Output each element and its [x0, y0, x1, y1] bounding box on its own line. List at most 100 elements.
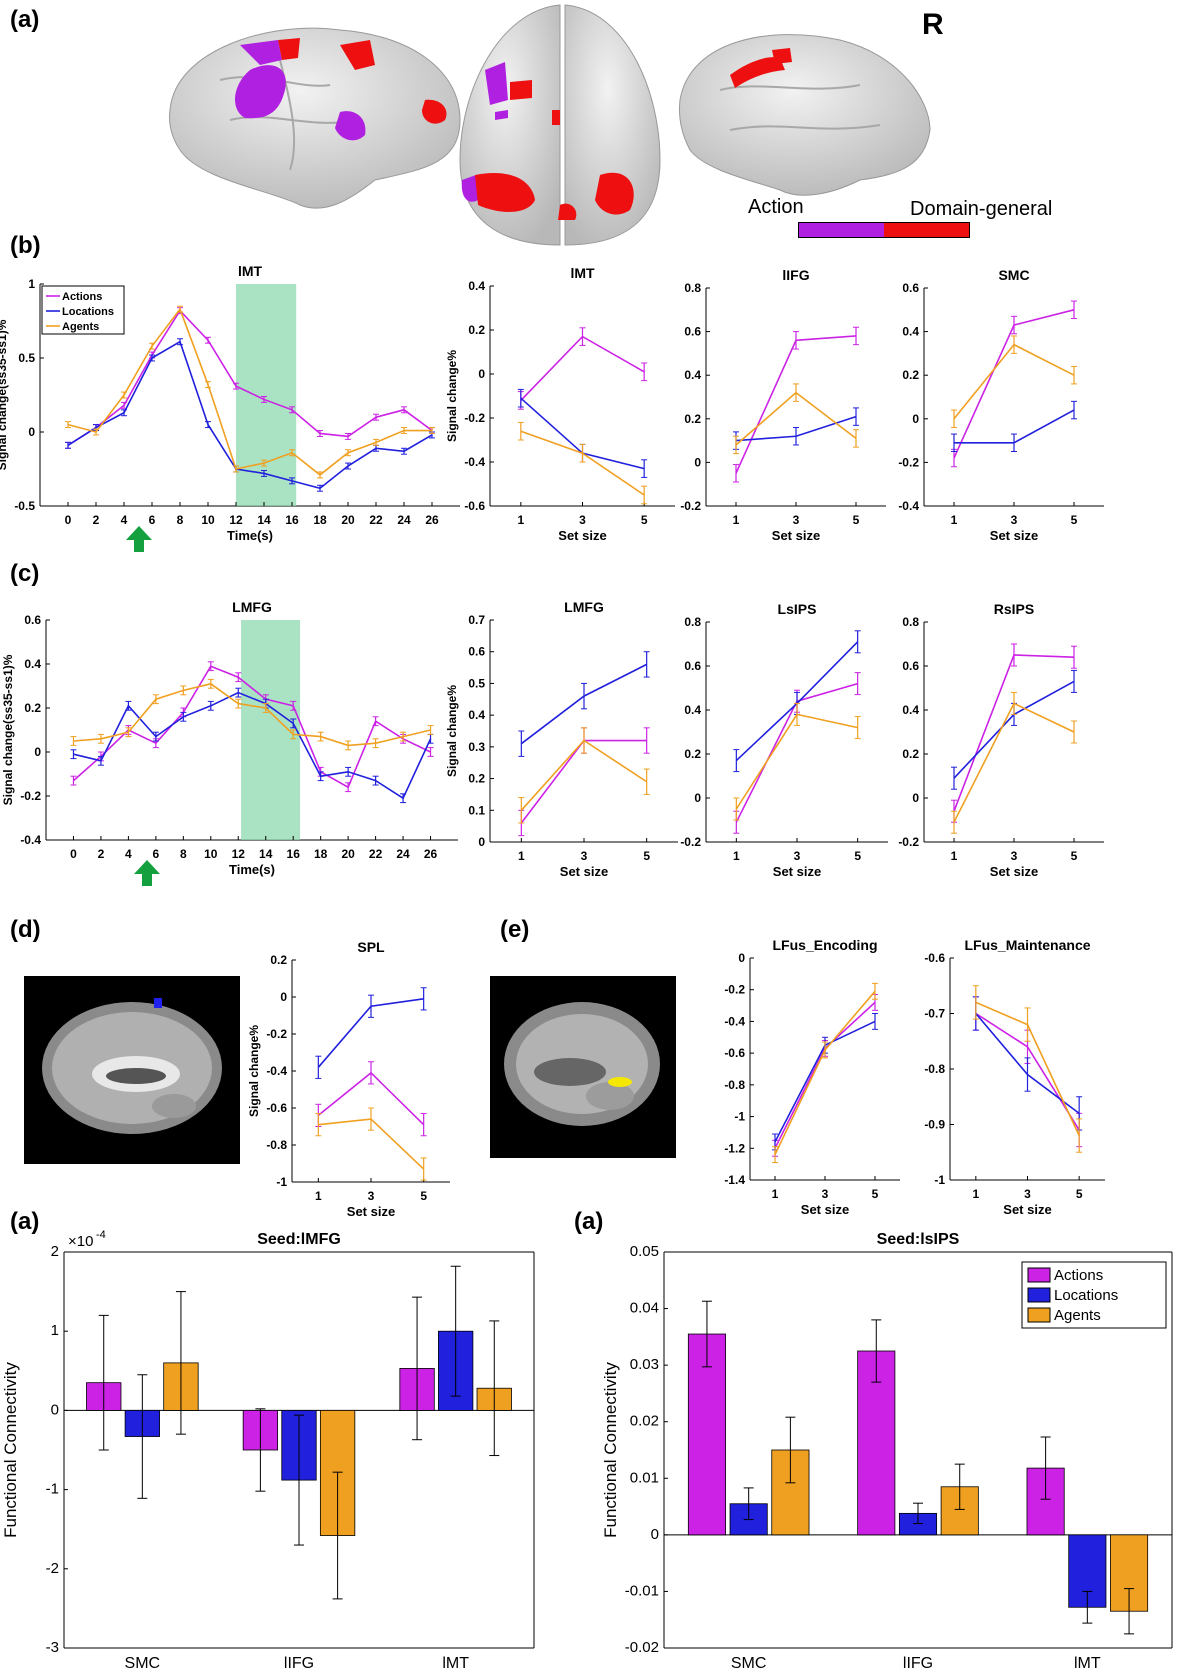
x-axis-label: Set size: [1003, 1202, 1051, 1217]
y-tick-label: -1: [276, 1175, 287, 1189]
x-axis-label: Time(s): [227, 528, 273, 543]
y-tick-label: 0.05: [630, 1243, 659, 1260]
y-tick-label: 0.2: [468, 772, 485, 786]
legend-label: Actions: [1054, 1267, 1103, 1284]
x-tick-label: 3: [822, 1187, 829, 1201]
legend-swatch: [1027, 1287, 1051, 1303]
x-tick-label: 4: [121, 513, 128, 527]
chart-title: LsIPS: [778, 601, 817, 617]
x-tick-label: 3: [794, 849, 801, 863]
y-tick-label: -0.01: [625, 1582, 659, 1599]
panel-label-d: (d): [10, 916, 41, 943]
y-tick-label: -0.5: [14, 499, 35, 513]
chart-title: lMT: [570, 265, 595, 281]
series-line-agents: [73, 682, 431, 747]
x-tick-label: 8: [177, 513, 184, 527]
legend-label: Actions: [62, 291, 102, 303]
y-tick-label: -0.6: [266, 1101, 287, 1115]
x-tick-label: 20: [341, 513, 355, 527]
x-tick-label: 3: [793, 513, 800, 527]
x-tick-label: lMT: [1074, 1655, 1101, 1672]
y-tick-label: -1.4: [724, 1173, 745, 1187]
x-tick-label: 10: [201, 513, 215, 527]
y-tick-label: 0.6: [468, 645, 485, 659]
colorbar-label-domain-general: Domain-general: [910, 198, 1053, 220]
y-tick-label: -0.2: [898, 455, 919, 469]
exponent-value: -4: [96, 1229, 106, 1241]
y-tick-label: -0.8: [924, 1062, 945, 1076]
y-tick-label: -0.2: [724, 983, 745, 997]
x-tick-label: 3: [368, 1189, 375, 1203]
legend-swatch: [1027, 1307, 1051, 1323]
colorbar-label-action: Action: [748, 196, 804, 218]
y-tick-label: -0.9: [924, 1118, 945, 1132]
y-tick-label: 0: [478, 367, 485, 381]
y-tick-label: 0.4: [468, 708, 485, 722]
x-axis-label: Set size: [990, 528, 1038, 543]
x-tick-label: 2: [93, 513, 100, 527]
x-tick-label: 1: [951, 513, 958, 527]
x-tick-label: 1: [517, 513, 524, 527]
dorsal-brain: [459, 4, 661, 246]
y-tick-label: 0: [912, 791, 919, 805]
x-tick-label: 1: [951, 849, 958, 863]
x-tick-label: 5: [872, 1187, 879, 1201]
chart-title: Seed:lsIPS: [877, 1231, 960, 1248]
y-tick-label: 0.1: [468, 803, 485, 817]
y-tick-label: 0.4: [24, 657, 41, 671]
x-tick-label: 3: [1011, 513, 1018, 527]
y-tick-label: 0.5: [18, 351, 35, 365]
x-tick-label: 18: [314, 847, 328, 861]
series-line-actions: [67, 309, 433, 446]
mri-sagittal-lfus: [490, 976, 676, 1158]
y-tick-label: 0.4: [684, 368, 701, 382]
y-axis-label: Signal change%: [445, 685, 459, 777]
y-tick-label: 1: [28, 277, 35, 291]
y-tick-label: 0: [694, 455, 701, 469]
y-tick-label: 0: [51, 1401, 59, 1418]
y-tick-label: 0: [912, 412, 919, 426]
chart-title: LFus_Maintenance: [964, 937, 1090, 953]
x-tick-label: lIFG: [284, 1655, 314, 1672]
left-lateral-brain: [169, 27, 461, 209]
x-tick-label: 18: [313, 513, 327, 527]
panel-label-b: (b): [10, 232, 41, 259]
series-line-actions: [72, 665, 431, 789]
exponent-label: ×10: [68, 1233, 93, 1250]
x-tick-label: SMC: [731, 1655, 767, 1672]
x-tick-label: 1: [518, 849, 525, 863]
y-tick-label: 0.2: [902, 747, 919, 761]
y-tick-label: 0.7: [468, 613, 485, 627]
x-tick-label: 0: [65, 513, 72, 527]
x-tick-label: 3: [579, 513, 586, 527]
y-tick-label: 0.5: [468, 676, 485, 690]
onset-arrow-icon: [126, 526, 152, 552]
y-axis-label: Signal change%: [247, 1025, 261, 1117]
y-tick-label: 0.2: [24, 701, 41, 715]
y-tick-label: -0.4: [266, 1064, 287, 1078]
series-line-actions: [735, 335, 857, 474]
y-tick-label: -0.6: [464, 499, 485, 513]
x-tick-label: 2: [98, 847, 105, 861]
y-tick-label: 0.4: [902, 703, 919, 717]
colorbar: [798, 222, 970, 238]
chart-title: lIFG: [782, 267, 809, 283]
x-tick-label: 5: [643, 849, 650, 863]
y-axis-label: Functional Connectivity: [1, 1362, 20, 1538]
x-tick-label: 6: [149, 513, 156, 527]
y-tick-label: 0.2: [902, 368, 919, 382]
panel-label-e: (e): [500, 916, 530, 943]
x-axis-label: Set size: [773, 864, 821, 879]
x-tick-label: 0: [70, 847, 77, 861]
y-tick-label: 0.6: [902, 659, 919, 673]
x-axis-label: Set size: [560, 864, 608, 879]
x-tick-label: 4: [125, 847, 132, 861]
y-tick-label: 0.04: [630, 1300, 659, 1317]
y-tick-label: 0.6: [684, 659, 701, 673]
legend-swatch: [1027, 1267, 1051, 1283]
y-axis-label: Signal change(ss35-ss1)%: [0, 319, 9, 470]
x-tick-label: 3: [1011, 849, 1018, 863]
onset-arrow-icon: [134, 860, 160, 886]
y-tick-label: 0: [28, 425, 35, 439]
